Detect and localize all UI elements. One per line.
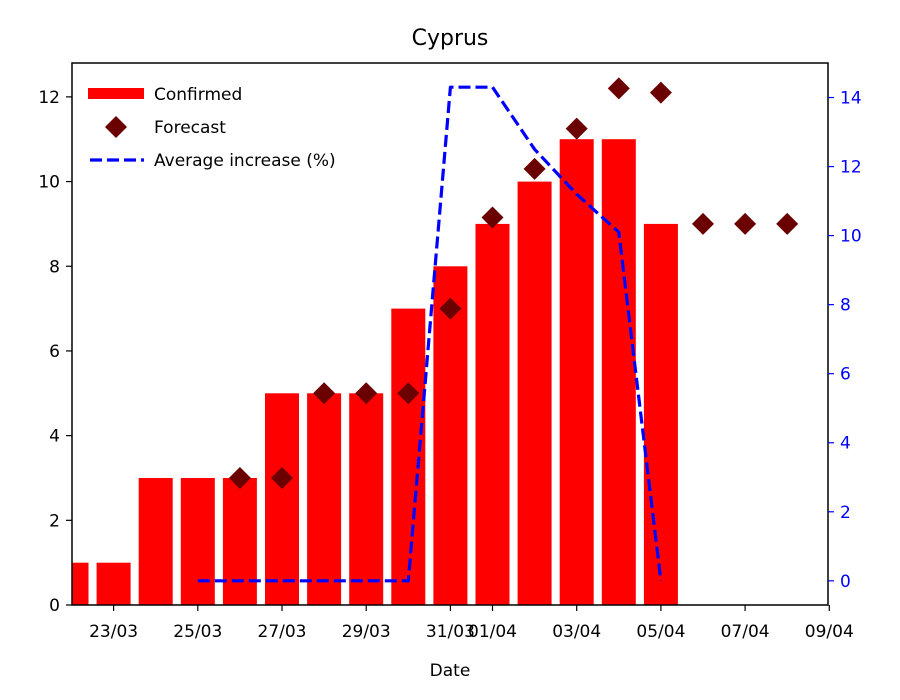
y2-tick-label: 4 — [840, 434, 851, 454]
legend-label-confirmed: Confirmed — [154, 85, 242, 105]
forecast-point — [228, 466, 251, 489]
legend-swatch-forecast — [105, 116, 127, 138]
y-tick-label: 4 — [49, 427, 60, 447]
forecast-point — [481, 206, 504, 229]
y-tick-label: 8 — [49, 257, 60, 277]
confirmed-bar — [349, 393, 384, 605]
x-tick-label: 29/03 — [342, 622, 391, 642]
confirmed-bar — [517, 181, 552, 605]
forecast-point — [313, 382, 336, 405]
y2-tick-label: 10 — [840, 227, 862, 247]
confirmed-bar — [601, 139, 636, 605]
forecast-point — [439, 297, 462, 320]
confirmed-bar — [180, 478, 215, 605]
x-tick-label: 27/03 — [258, 622, 307, 642]
forecast-point — [271, 466, 293, 489]
forecast-points-layer — [228, 77, 799, 489]
confirmed-bar — [96, 562, 131, 605]
y2-tick-label: 14 — [840, 89, 862, 109]
average-increase-line-layer — [197, 85, 663, 583]
x-tick-label: 05/04 — [636, 622, 685, 642]
y-tick-label: 12 — [38, 88, 60, 108]
legend-label-forecast: Forecast — [154, 118, 226, 138]
forecast-point — [397, 382, 420, 405]
y2-tick-label: 6 — [840, 365, 851, 385]
y2-tick-label: 12 — [840, 158, 862, 178]
x-tick-label: 25/03 — [173, 622, 222, 642]
confirmed-bar — [475, 223, 510, 605]
x-tick-label: 09/04 — [805, 622, 854, 642]
y-axis-right: 0 2 4 6 8 10 12 14 — [828, 89, 862, 592]
forecast-point — [523, 157, 546, 180]
y-tick-label: 10 — [38, 173, 60, 193]
confirmed-bar — [559, 139, 594, 605]
forecast-point — [649, 81, 672, 104]
forecast-point — [776, 212, 799, 235]
y2-tick-label: 2 — [840, 503, 851, 523]
forecast-point — [607, 77, 630, 100]
confirmed-bar — [307, 393, 342, 605]
confirmed-bar — [433, 266, 468, 605]
y-tick-label: 0 — [49, 596, 60, 616]
forecast-point — [734, 212, 757, 235]
y2-tick-label: 8 — [840, 296, 851, 316]
forecast-point — [692, 212, 714, 235]
y-tick-label: 2 — [49, 511, 60, 531]
x-tick-label: 31/03 — [426, 622, 475, 642]
y-axis-left: 0 2 4 6 8 10 12 — [38, 88, 72, 616]
x-axis-label: Date — [430, 661, 471, 681]
confirmed-bar — [138, 478, 173, 605]
x-tick-label: 01/04 — [468, 622, 517, 642]
confirmed-bar — [222, 478, 257, 605]
confirmed-bar — [265, 393, 299, 605]
y2-tick-label: 0 — [840, 572, 851, 592]
y-tick-label: 6 — [49, 342, 60, 362]
x-tick-label: 07/04 — [721, 622, 770, 642]
confirmed-bar — [72, 562, 89, 605]
bar-layer — [72, 139, 678, 605]
average-increase-line — [197, 85, 663, 583]
legend-swatch-confirmed — [88, 88, 144, 99]
confirmed-bar — [643, 223, 678, 605]
legend: Confirmed Forecast Average increase (%) — [88, 85, 336, 171]
x-tick-label: 23/03 — [89, 622, 138, 642]
forecast-point — [565, 117, 588, 140]
x-tick-label: 03/04 — [552, 622, 601, 642]
forecast-point — [355, 382, 378, 405]
confirmed-bar — [391, 308, 426, 605]
chart-title: Cyprus — [412, 26, 489, 51]
legend-label-average-increase: Average increase (%) — [154, 151, 336, 171]
